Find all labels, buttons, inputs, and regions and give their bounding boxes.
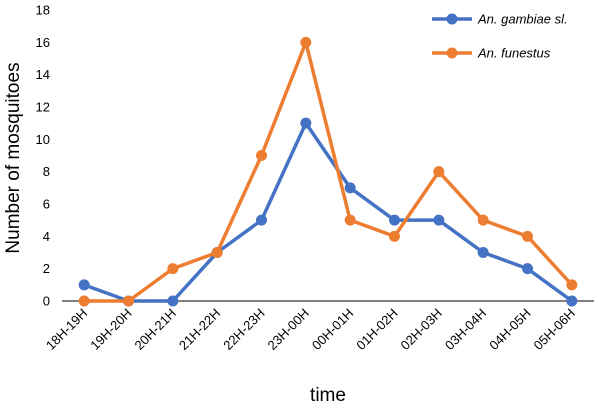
data-point	[78, 295, 90, 307]
y-tick-label: 18	[36, 3, 50, 18]
data-point	[167, 295, 179, 307]
data-point	[78, 279, 90, 291]
x-tick-label: 18H-19H	[43, 306, 90, 353]
x-tick-label: 02H-03H	[398, 306, 445, 353]
data-point	[566, 279, 578, 291]
y-axis-title: Number of mosquitoes	[3, 62, 24, 253]
x-tick-label: 20H-21H	[132, 306, 179, 353]
data-point	[167, 263, 179, 275]
data-point	[389, 214, 400, 226]
data-point	[344, 214, 356, 226]
x-tick-label: 19H-20H	[87, 306, 134, 353]
data-point	[211, 247, 223, 258]
x-tick-label: 22H-23H	[220, 306, 267, 353]
data-point	[433, 166, 445, 178]
data-point	[477, 247, 489, 258]
y-tick-label: 0	[43, 294, 50, 309]
x-tick-label: 23H-00H	[265, 306, 312, 353]
y-tick-label: 2	[43, 261, 50, 276]
legend-label: An. funestus	[477, 46, 551, 61]
x-axis-ticks: 18H-19H19H-20H20H-21H21H-22H22H-23H23H-0…	[43, 306, 578, 353]
data-point	[123, 295, 134, 307]
x-tick-label: 21H-22H	[176, 306, 223, 353]
y-tick-label: 14	[36, 67, 50, 82]
legend-marker	[446, 47, 458, 59]
data-point	[522, 263, 533, 275]
legend-item: An. gambiae sl.	[432, 12, 568, 27]
y-tick-label: 16	[36, 35, 50, 50]
data-point	[344, 182, 356, 194]
x-axis-title: time	[310, 385, 346, 406]
data-point	[300, 117, 312, 129]
data-point	[477, 214, 489, 226]
y-axis-ticks: 0 2 4 6 8 10 12 14 16 18	[36, 3, 50, 309]
x-tick-label: 03H-04H	[442, 306, 489, 353]
data-point	[566, 295, 578, 307]
data-point	[389, 230, 400, 242]
x-tick-label: 00H-01H	[309, 306, 356, 353]
legend: An. gambiae sl. An. funestus	[432, 12, 568, 61]
data-point	[300, 36, 312, 48]
series-line	[82, 121, 574, 303]
data-point	[256, 214, 267, 226]
y-tick-label: 6	[43, 197, 50, 212]
data-point	[522, 230, 533, 242]
series-an-gambiae-sl	[78, 117, 578, 307]
series-group	[78, 36, 578, 307]
data-point	[256, 150, 267, 161]
x-tick-label: 01H-02H	[353, 306, 400, 353]
legend-label: An. gambiae sl.	[477, 12, 568, 27]
legend-item: An. funestus	[432, 46, 551, 61]
x-tick-label: 04H-05H	[486, 306, 533, 353]
data-point	[433, 214, 445, 226]
y-tick-label: 12	[36, 100, 50, 115]
x-tick-label: 05H-06H	[531, 306, 578, 353]
legend-marker	[446, 13, 458, 25]
y-tick-label: 4	[43, 229, 50, 244]
series-line	[82, 40, 574, 303]
y-tick-label: 8	[43, 164, 50, 179]
y-tick-label: 10	[36, 132, 50, 147]
series-an-funestus	[78, 36, 578, 307]
